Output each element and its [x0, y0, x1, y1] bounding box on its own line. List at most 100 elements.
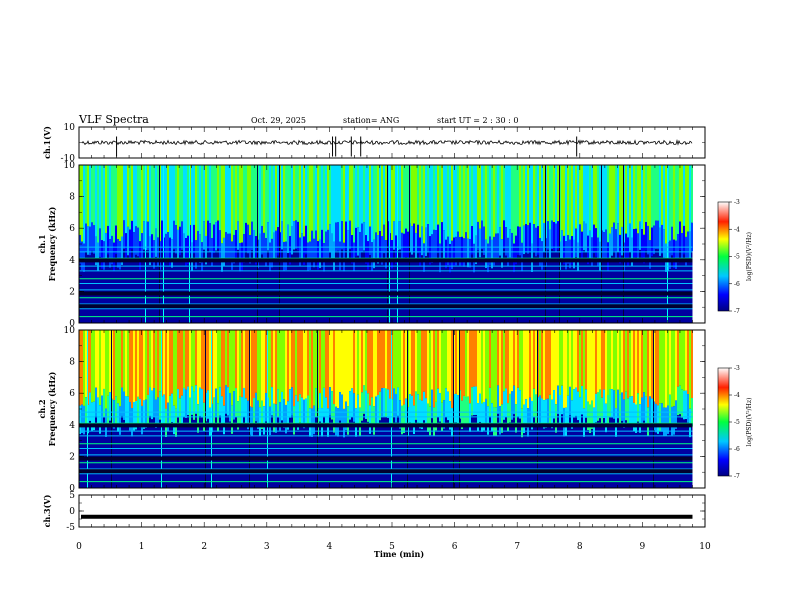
spectrogram-column-upper [541, 330, 543, 399]
spectrogram-column-upper [503, 165, 505, 221]
spectrogram-column-upper [377, 165, 379, 236]
spectrogram-column-upper [441, 165, 443, 223]
spectrogram-column-mid [127, 226, 129, 256]
spectrogram-column-upper [547, 330, 549, 399]
spectrogram-column-upper [253, 165, 255, 230]
spectrogram-column-mid [279, 402, 281, 431]
spectrogram-column-mid [83, 405, 85, 435]
spectrogram-column-upper [383, 330, 385, 388]
spectrogram-column-upper [459, 165, 461, 238]
spectrogram-column-mid [243, 387, 245, 417]
spectrogram-column-upper [591, 165, 593, 238]
spectrogram-column-upper [193, 330, 195, 392]
spectrogram-column-mid [149, 236, 151, 266]
spectrogram-column-upper [633, 165, 635, 230]
spectrogram-column-upper [291, 165, 293, 226]
x-tick-label: 9 [640, 542, 646, 552]
spectrogram-column-upper [345, 165, 347, 222]
spectrogram-column-mid [327, 229, 329, 259]
spectrogram-column-mid [219, 230, 221, 259]
spectrogram-column-mid [275, 404, 277, 433]
spectrogram-column-mid [537, 226, 539, 255]
spectrogram-column-mid [161, 220, 163, 250]
spectrogram-column-upper [607, 165, 609, 243]
spectrogram-column-mid [101, 240, 103, 269]
spectrogram-column-mid [367, 241, 369, 270]
spectrogram-column-mid [359, 407, 361, 437]
spectrogram-column-mid [217, 403, 219, 432]
spectrogram-column-upper [523, 165, 525, 226]
spectrogram-column-upper [651, 330, 653, 399]
spectrogram-column-mid [291, 225, 293, 255]
spectrogram-column-mid [261, 400, 263, 429]
colorbar-tick-label: -5 [734, 254, 740, 261]
spectrogram-column-upper [95, 330, 97, 388]
spectrogram-sferic [189, 165, 190, 323]
spectrogram-column-mid [129, 402, 131, 431]
spectrogram-column-mid [173, 405, 175, 435]
spectrogram-column-upper [513, 165, 515, 244]
spectrogram-column-upper [659, 330, 661, 404]
spectrogram-column-mid [133, 402, 135, 431]
spectrogram-column-mid [425, 227, 427, 257]
spectrogram-column-upper [125, 165, 127, 234]
spectrogram-column-mid [113, 400, 115, 429]
spectrogram-column-mid [635, 228, 637, 258]
spectrogram-column-upper [229, 330, 231, 394]
spectrogram-column-mid [335, 406, 337, 436]
spectrogram-column-mid [443, 230, 445, 259]
spectrogram-column-mid [621, 226, 623, 256]
spectrogram-column-upper [145, 330, 147, 400]
spectrogram-column-mid [165, 233, 167, 263]
spectrogram-column-upper [629, 330, 631, 397]
spectrogram-sferic [159, 165, 160, 323]
spectrogram-column-mid [341, 220, 343, 250]
spectrogram-column-upper [227, 165, 229, 234]
spectrogram-column-mid [409, 394, 411, 423]
spectrogram-column-upper [131, 330, 133, 409]
spectrogram-column-upper [595, 330, 597, 394]
spectrogram-column-mid [229, 233, 231, 263]
spectrogram-column-mid [311, 230, 313, 260]
spectrogram-column-upper [587, 165, 589, 236]
spectrogram-column-upper [213, 165, 215, 225]
spectrogram-column-upper [347, 165, 349, 231]
spectrogram-column-upper [227, 330, 229, 388]
spectrogram-column-upper [373, 330, 375, 407]
spectrogram-column-upper [403, 165, 405, 234]
spectrogram-column-upper [117, 165, 119, 240]
spectrogram-column-upper [573, 165, 575, 240]
spectrogram-column-mid [241, 242, 243, 271]
spectrogram-column-mid [311, 408, 313, 437]
spectrogram-column-mid [169, 395, 171, 425]
spectrogram-column-mid [541, 241, 543, 270]
spectrogram-column-mid [523, 225, 525, 255]
spectrogram-column-upper [553, 330, 555, 391]
spectrogram-column-upper [471, 330, 473, 388]
spectrogram-column-upper [493, 165, 495, 237]
spectrogram-column-mid [197, 230, 199, 260]
spectrogram-column-mid [577, 242, 579, 271]
spectrogram-column-upper [315, 165, 317, 231]
colorbar-tick-label: -4 [734, 392, 740, 399]
spectrogram-column-mid [599, 241, 601, 271]
spectrogram-column-upper [141, 330, 143, 406]
spectrogram-column-mid [259, 407, 261, 436]
spectrogram-column-upper [393, 330, 395, 389]
spectrogram-column-upper [307, 165, 309, 243]
spectrogram-column-mid [85, 223, 87, 252]
spectrogram-column-mid [445, 239, 447, 269]
spectrogram-column-upper [383, 165, 385, 225]
spectrogram-column-upper [151, 165, 153, 235]
spectrogram-column-upper [203, 165, 205, 222]
spectrogram-column-mid [549, 229, 551, 258]
spectrogram-column-mid [297, 401, 299, 430]
spectrogram-column-mid [181, 395, 183, 425]
spectrogram-column-upper [313, 165, 315, 239]
spectrogram-sferic [653, 330, 654, 488]
spectrogram-column-upper [575, 330, 577, 388]
x-tick-label: 3 [264, 542, 270, 552]
spectrogram-column-upper [285, 165, 287, 242]
spectrogram-column-upper [351, 165, 353, 236]
spectrogram-column-mid [415, 391, 417, 420]
